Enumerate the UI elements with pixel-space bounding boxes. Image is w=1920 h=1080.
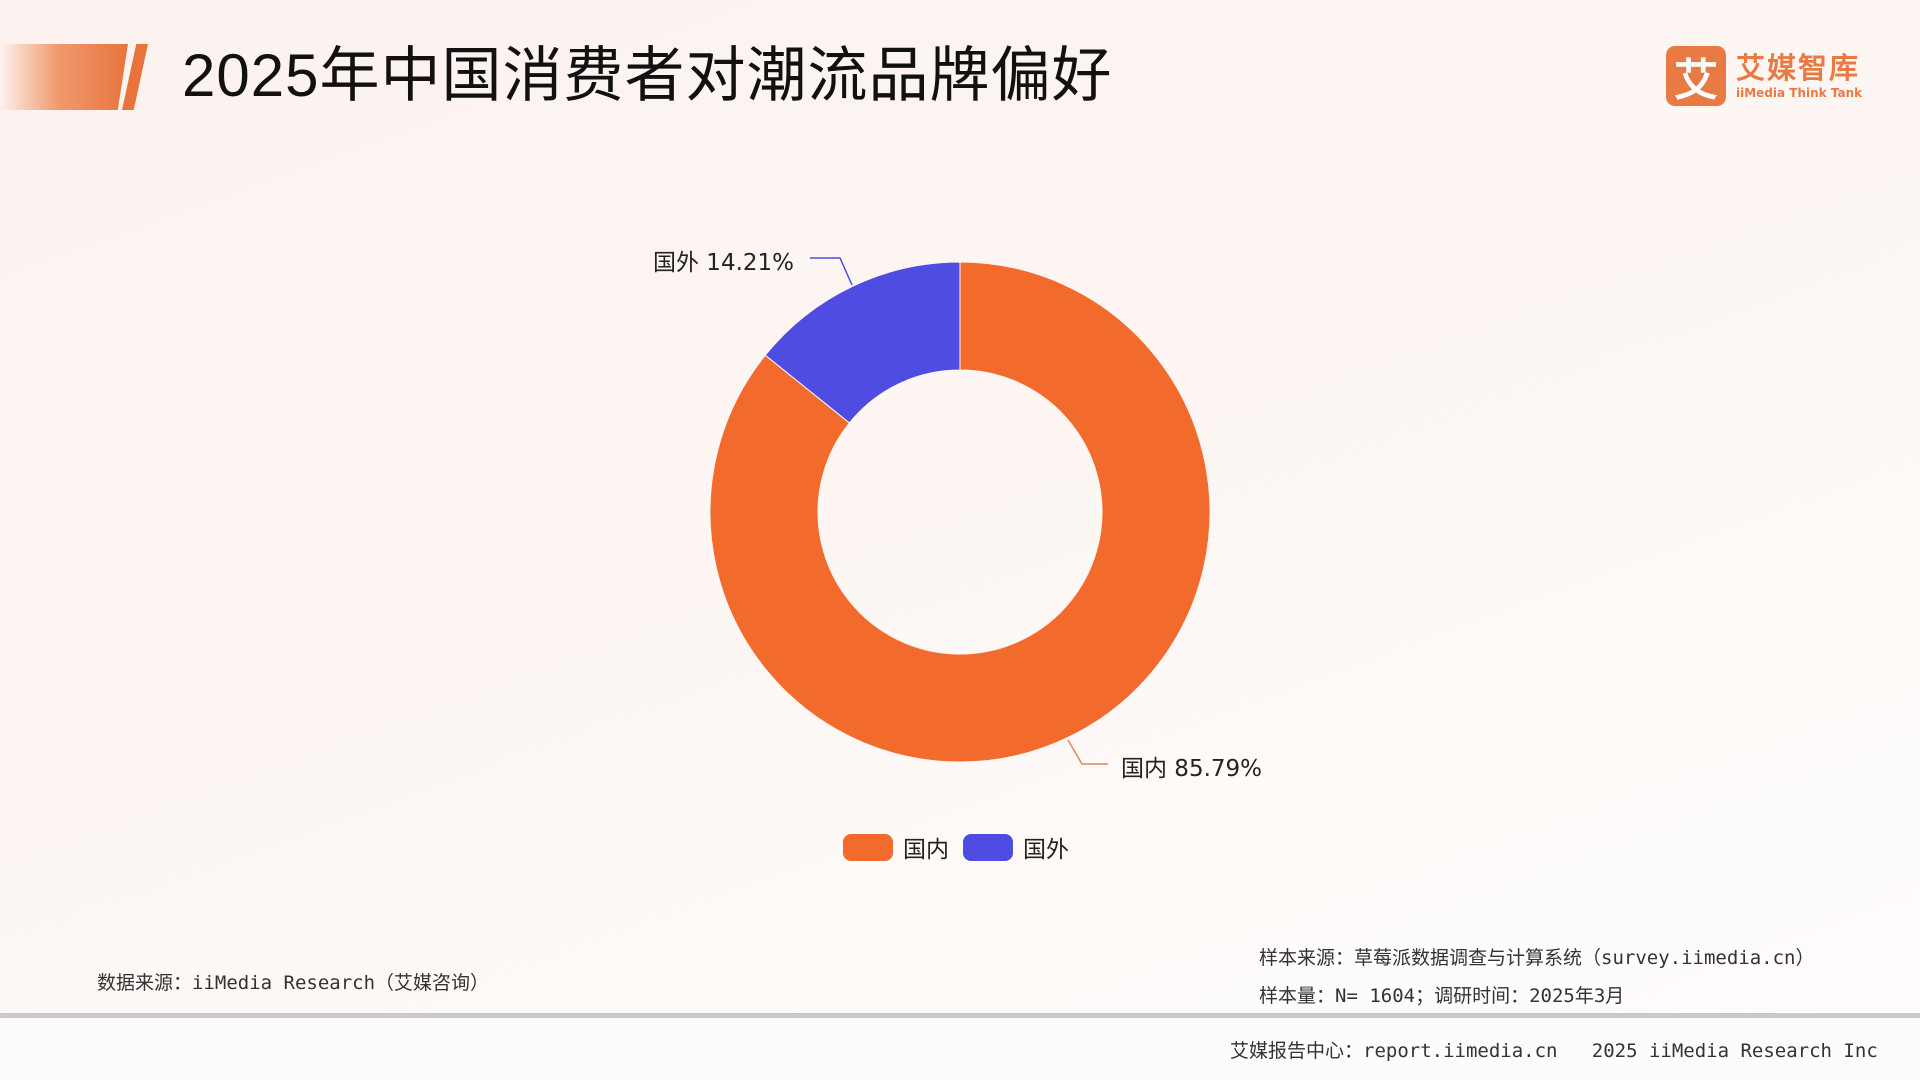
legend-item-domestic[interactable]: 国内	[843, 830, 949, 864]
footer-band	[0, 1018, 1920, 1080]
legend-swatch-foreign	[963, 833, 1013, 861]
slice-label-foreign: 国外 14.21%	[653, 250, 795, 276]
legend-label-domestic: 国内	[903, 837, 949, 863]
donut-slice-foreign[interactable]	[764, 261, 961, 424]
page-title: 2025年中国消费者对潮流品牌偏好	[182, 42, 1113, 109]
logo-name-cn: 艾媒智库	[1736, 51, 1861, 85]
logo-icon: 艾	[1666, 46, 1726, 106]
legend-item-foreign[interactable]: 国外	[963, 830, 1069, 864]
data-source-note: 数据来源：iiMedia Research（艾媒咨询）	[97, 972, 490, 994]
slice-label-domestic: 国内 85.79%	[1121, 756, 1263, 782]
logo-name-en: iiMedia Think Tank	[1736, 86, 1863, 100]
report-center-footer: 艾媒报告中心：report.iimedia.cn 2025 iiMedia Re…	[1230, 1040, 1878, 1062]
leader-line-foreign	[810, 257, 853, 286]
legend-label-foreign: 国外	[1023, 837, 1069, 863]
footer-divider	[0, 1013, 1920, 1018]
title-accent-bar	[0, 44, 128, 110]
donut-slice-domestic[interactable]	[709, 261, 1211, 763]
iimedia-logo: 艾 艾媒智库 iiMedia Think Tank	[1666, 46, 1862, 106]
chart-legend: 国内 国外	[843, 830, 1083, 864]
leader-line-domestic	[1067, 739, 1108, 765]
sample-size-note: 样本量：N= 1604；调研时间：2025年3月	[1259, 985, 1625, 1007]
sample-source-note: 样本来源：草莓派数据调查与计算系统（survey.iimedia.cn）	[1259, 947, 1815, 969]
legend-swatch-domestic	[843, 833, 893, 861]
